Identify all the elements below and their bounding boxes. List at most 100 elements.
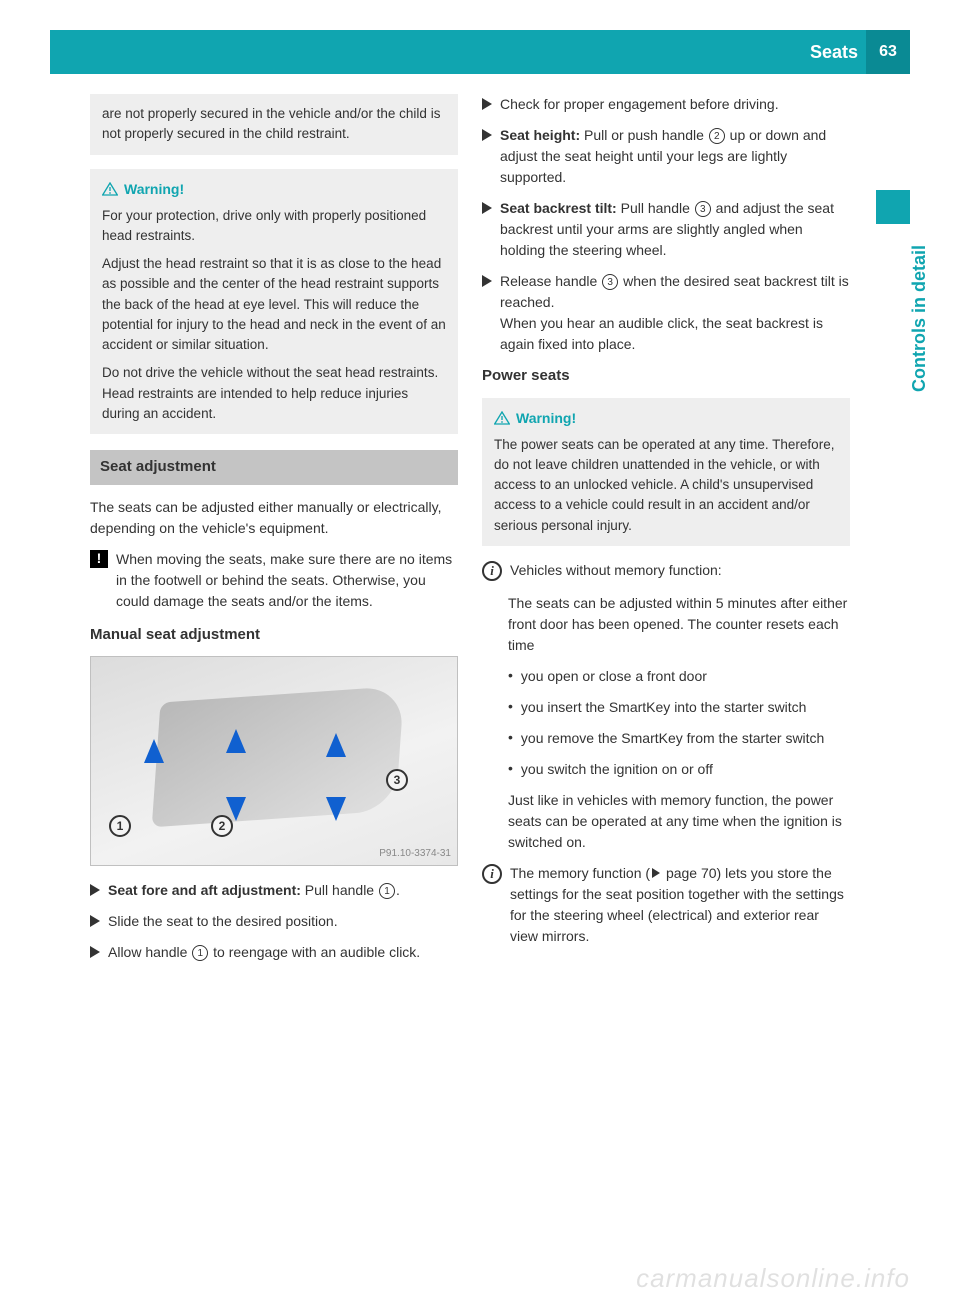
bullet-text: you open or close a front door xyxy=(521,666,707,687)
step-bold: Seat fore and aft adjustment: xyxy=(108,882,301,898)
warning-heading: Warning! xyxy=(102,179,446,200)
list-item: • you open or close a front door xyxy=(508,666,850,687)
step-text: Seat fore and aft adjustment: Pull handl… xyxy=(108,880,400,901)
figure-callout-1: 1 xyxy=(109,815,131,837)
watermark: carmanualsonline.info xyxy=(636,1259,910,1298)
warning-box-head-restraint: Warning! For your protection, drive only… xyxy=(90,169,458,435)
step-bullet-icon xyxy=(90,915,100,927)
callout-3-icon: 3 xyxy=(602,274,618,290)
step-text: Seat height: Pull or push handle 2 up or… xyxy=(500,125,850,188)
content-columns: are not properly secured in the vehicle … xyxy=(50,74,910,993)
side-tab xyxy=(876,190,910,224)
figure-arrow-down-icon xyxy=(326,797,346,821)
info-note-memory-function: i The memory function ( page 70) lets yo… xyxy=(482,863,850,947)
warning-triangle-icon xyxy=(494,411,510,425)
list-item: •you insert the SmartKey into the starte… xyxy=(508,697,850,718)
figure-seat-shape xyxy=(152,686,404,827)
step-part: Pull handle xyxy=(617,200,694,216)
figure-arrow-up-icon xyxy=(144,739,164,763)
bullet-text: you switch the ignition on or off xyxy=(521,759,713,780)
page-header: Seats 63 xyxy=(50,30,910,74)
step-seat-height: Seat height: Pull or push handle 2 up or… xyxy=(482,125,850,188)
subhead-manual-seat: Manual seat adjustment xyxy=(90,624,458,647)
right-column: Check for proper engagement before drivi… xyxy=(482,94,850,973)
list-item: • you remove the SmartKey from the starte… xyxy=(508,728,850,749)
warning-p2: Adjust the head restraint so that it is … xyxy=(102,254,446,355)
page-reference-icon xyxy=(652,868,660,878)
step-check-engagement: Check for proper engagement before drivi… xyxy=(482,94,850,115)
step-text: Slide the seat to the desired position. xyxy=(108,911,338,932)
step-part: Pull handle xyxy=(301,882,378,898)
section-bar-seat-adjustment: Seat adjustment xyxy=(90,450,458,485)
list-item: • you switch the ignition on or off xyxy=(508,759,850,780)
callout-1-icon: 1 xyxy=(192,945,208,961)
step-part: to reengage with an audible click. xyxy=(209,944,420,960)
warning-triangle-icon xyxy=(102,182,118,196)
step-bold: Seat height: xyxy=(500,127,580,143)
figure-callout-3: 3 xyxy=(386,769,408,791)
bullet-text: you remove the SmartKey from the starter… xyxy=(521,728,824,749)
step-reengage: Allow handle 1 to reengage with an audib… xyxy=(90,942,458,963)
figure-arrow-up-icon xyxy=(226,729,246,753)
info-bullet-list: •you open or close a front door •you ins… xyxy=(508,666,850,780)
warning-p1: For your protection, drive only with pro… xyxy=(102,206,446,247)
step-text: Seat backrest tilt: Pull handle 3 and ad… xyxy=(500,198,850,261)
step-release-handle: Release handle 3 when the desired seat b… xyxy=(482,271,850,355)
step-fore-aft: Seat fore and aft adjustment: Pull handl… xyxy=(90,880,458,901)
warning-heading: Warning! xyxy=(494,408,838,429)
callout-2-icon: 2 xyxy=(709,128,725,144)
left-column: are not properly secured in the vehicle … xyxy=(90,94,458,973)
caution-text: When moving the seats, make sure there a… xyxy=(116,549,458,612)
info-note-memory: i Vehicles without memory function: xyxy=(482,560,850,581)
bullet-text: you insert the SmartKey into the starter… xyxy=(521,697,807,718)
step-part: . xyxy=(396,882,400,898)
figure-reference-tag: P91.10-3374-31 xyxy=(379,846,451,861)
step-bullet-icon xyxy=(482,98,492,110)
info-memory-body: The seats can be adjusted within 5 minut… xyxy=(482,593,850,853)
info-p1: The seats can be adjusted within 5 minut… xyxy=(508,593,850,656)
exclamation-icon: ! xyxy=(90,550,108,568)
step-text: Release handle 3 when the desired seat b… xyxy=(500,271,850,355)
side-section-label: Controls in detail xyxy=(906,245,933,392)
step-part: Pull or push handle xyxy=(580,127,708,143)
step-text: Allow handle 1 to reengage with an audib… xyxy=(108,942,420,963)
warning-p3: Do not drive the vehicle without the sea… xyxy=(102,363,446,424)
figure-arrow-up-icon xyxy=(326,733,346,757)
step-backrest-tilt: Seat backrest tilt: Pull handle 3 and ad… xyxy=(482,198,850,261)
bullet-icon: • xyxy=(508,728,513,749)
seat-adjust-intro: The seats can be adjusted either manuall… xyxy=(90,497,458,539)
info-p2: Just like in vehicles with memory functi… xyxy=(508,790,850,853)
callout-3-icon: 3 xyxy=(695,201,711,217)
info-text: The memory function ( page 70) lets you … xyxy=(510,863,850,947)
header-title: Seats xyxy=(810,39,858,66)
warning-tail-text: are not properly secured in the vehicle … xyxy=(102,104,446,145)
step-part: Release handle xyxy=(500,273,601,289)
step-text: Check for proper engagement before drivi… xyxy=(500,94,779,115)
manual-steps-right: Check for proper engagement before drivi… xyxy=(482,94,850,355)
info-icon: i xyxy=(482,864,502,884)
step-bullet-icon xyxy=(482,275,492,287)
seat-adjustment-figure: 1 2 3 P91.10-3374-31 xyxy=(90,656,458,866)
step-slide-seat: Slide the seat to the desired position. xyxy=(90,911,458,932)
step-bullet-icon xyxy=(90,946,100,958)
figure-callout-2: 2 xyxy=(211,815,233,837)
subhead-power-seats: Power seats xyxy=(482,365,850,388)
info-lead: Vehicles without memory function: xyxy=(510,560,722,581)
manual-steps-left: Seat fore and aft adjustment: Pull handl… xyxy=(90,880,458,963)
callout-1-icon: 1 xyxy=(379,883,395,899)
page: Seats 63 Controls in detail are not prop… xyxy=(50,30,910,1260)
step-bullet-icon xyxy=(90,884,100,896)
step-bullet-icon xyxy=(482,129,492,141)
bullet-icon: • xyxy=(508,759,513,780)
warning-label: Warning! xyxy=(516,408,576,429)
caution-note: ! When moving the seats, make sure there… xyxy=(90,549,458,612)
warning-box-continuation: are not properly secured in the vehicle … xyxy=(90,94,458,155)
step-bold: Seat backrest tilt: xyxy=(500,200,617,216)
bullet-icon: • xyxy=(508,666,513,687)
warning-label: Warning! xyxy=(124,179,184,200)
info-part: The memory function ( xyxy=(510,865,650,881)
warning-box-power-seats: Warning! The power seats can be operated… xyxy=(482,398,850,546)
step-bullet-icon xyxy=(482,202,492,214)
warning-power-text: The power seats can be operated at any t… xyxy=(494,435,838,536)
info-icon: i xyxy=(482,561,502,581)
